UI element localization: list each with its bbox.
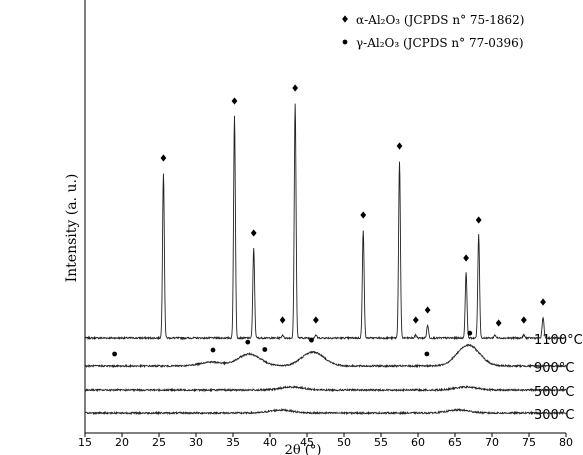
- alpha-marker: [412, 316, 419, 324]
- x-tick-label: 65: [448, 436, 462, 449]
- alpha-marker: [520, 316, 527, 324]
- peak-markers: [112, 84, 546, 357]
- alpha-marker: [424, 306, 431, 314]
- series-label: 500°C: [534, 385, 574, 400]
- x-tick-label: 70: [485, 436, 499, 449]
- x-tick-label: 75: [522, 436, 536, 449]
- alpha-marker: [160, 154, 167, 162]
- gamma-marker: [424, 351, 430, 357]
- trace-900°C: [84, 343, 567, 369]
- traces: [84, 103, 567, 416]
- x-tick-label: 25: [152, 436, 166, 449]
- x-tick-label: 80: [559, 436, 573, 449]
- alpha-marker: [475, 216, 482, 224]
- series-label: 300°C: [534, 408, 574, 423]
- x-tick-label: 15: [78, 436, 92, 449]
- x-tick-label: 20: [115, 436, 129, 449]
- x-tick-label: 55: [374, 436, 388, 449]
- y-axis-title: Intensity (a. u.): [64, 174, 80, 283]
- x-tick-label: 60: [411, 436, 425, 449]
- x-tick-label: 40: [263, 436, 277, 449]
- gamma-marker: [210, 347, 216, 353]
- x-tick-label: 45: [300, 436, 314, 449]
- alpha-marker: [360, 211, 367, 219]
- alpha-marker: [279, 316, 286, 324]
- alpha-marker: [495, 319, 502, 327]
- trace-300°C: [84, 407, 567, 416]
- x-tick-label: 30: [189, 436, 203, 449]
- legend-gamma-label: γ-Al₂O₃ (JCPDS n° 77-0396): [356, 36, 524, 50]
- x-axis-title: 2θ (°): [285, 443, 322, 455]
- alpha-marker: [250, 229, 257, 237]
- x-tick-label: 50: [337, 436, 351, 449]
- legend-gamma-marker: [342, 39, 348, 45]
- alpha-marker: [396, 142, 403, 150]
- gamma-marker: [262, 347, 268, 352]
- legend-alpha-marker: [342, 15, 348, 23]
- x-tick-label: 35: [226, 436, 240, 449]
- gamma-marker: [467, 330, 473, 336]
- legend-alpha-label: α-Al₂O₃ (JCPDS n° 75-1862): [356, 13, 524, 27]
- gamma-marker: [112, 351, 117, 357]
- alpha-marker: [540, 298, 546, 306]
- alpha-marker: [313, 316, 319, 324]
- series-label: 900°C: [534, 361, 574, 376]
- series-label: 1100°C: [534, 333, 583, 348]
- gamma-marker: [309, 337, 314, 343]
- alpha-marker: [292, 84, 299, 92]
- gamma-marker: [245, 339, 251, 345]
- alpha-marker: [463, 254, 469, 262]
- alpha-marker: [231, 97, 238, 105]
- axes: 15 20 25 30 35 40 45 50 55 60 65 70 75 80 2θ (°) Intens…: [64, 0, 583, 455]
- trace-500°C: [84, 384, 567, 393]
- legend: α-Al₂O₃ (JCPDS n° 75-1862) γ-Al₂O₃ (JCPDS…: [342, 13, 524, 50]
- trace-1100°C: [84, 103, 567, 341]
